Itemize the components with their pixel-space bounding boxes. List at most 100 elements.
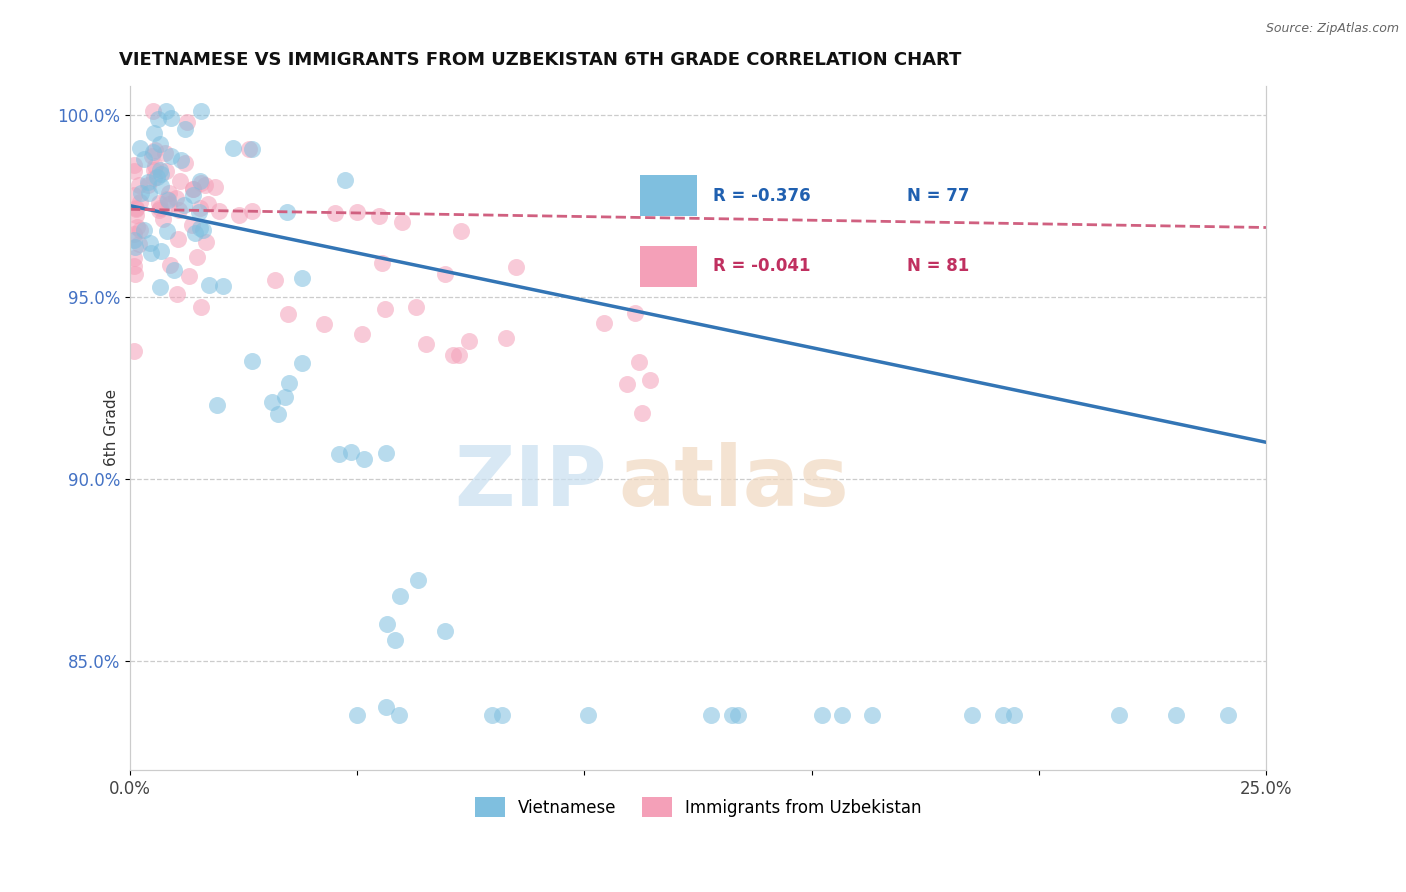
- Point: [831, 708, 853, 723]
- Point: [167, 232, 190, 246]
- Point: [176, 115, 198, 129]
- Point: [157, 186, 180, 200]
- Text: VIETNAMESE VS IMMIGRANTS FROM UZBEKISTAN 6TH GRADE CORRELATION CHART: VIETNAMESE VS IMMIGRANTS FROM UZBEKISTAN…: [118, 51, 960, 69]
- Point: [125, 202, 148, 216]
- Point: [170, 153, 193, 167]
- Point: [181, 188, 204, 202]
- Point: [184, 226, 207, 240]
- Point: [1002, 708, 1025, 723]
- Point: [406, 573, 429, 587]
- Text: Source: ZipAtlas.com: Source: ZipAtlas.com: [1265, 22, 1399, 36]
- Point: [811, 708, 834, 723]
- Point: [240, 204, 263, 219]
- Point: [181, 218, 204, 232]
- Point: [350, 327, 373, 342]
- Point: [353, 452, 375, 467]
- Point: [181, 182, 204, 196]
- Point: [152, 211, 174, 226]
- Point: [124, 344, 146, 359]
- Point: [638, 373, 661, 387]
- Point: [449, 348, 471, 362]
- Point: [388, 589, 411, 603]
- Point: [149, 136, 172, 151]
- Point: [188, 221, 211, 235]
- Point: [173, 198, 195, 212]
- Point: [377, 617, 399, 632]
- Point: [194, 235, 217, 249]
- Point: [136, 178, 159, 193]
- Point: [222, 141, 245, 155]
- Legend: Vietnamese, Immigrants from Uzbekistan: Vietnamese, Immigrants from Uzbekistan: [468, 790, 928, 823]
- Point: [188, 174, 211, 188]
- Point: [374, 445, 396, 459]
- Point: [143, 170, 166, 185]
- Point: [190, 201, 212, 215]
- Point: [143, 143, 166, 157]
- Point: [177, 268, 200, 283]
- Point: [125, 201, 148, 215]
- Point: [204, 179, 226, 194]
- Point: [129, 186, 152, 201]
- Point: [173, 155, 195, 169]
- Point: [205, 398, 228, 412]
- Point: [155, 146, 177, 161]
- Point: [138, 186, 160, 200]
- Point: [267, 407, 290, 421]
- Point: [128, 178, 150, 192]
- Point: [415, 337, 437, 351]
- Point: [491, 708, 513, 723]
- Point: [328, 447, 350, 461]
- Point: [314, 317, 336, 331]
- Point: [156, 192, 179, 206]
- Point: [129, 195, 152, 210]
- Point: [1218, 708, 1240, 723]
- Point: [139, 235, 162, 250]
- Point: [346, 205, 368, 219]
- Point: [495, 331, 517, 345]
- Point: [155, 103, 177, 118]
- Point: [124, 240, 146, 254]
- Point: [481, 708, 503, 723]
- Point: [141, 245, 163, 260]
- Point: [124, 158, 146, 172]
- Point: [165, 191, 187, 205]
- Point: [433, 624, 456, 639]
- Point: [136, 175, 159, 189]
- Point: [273, 390, 295, 404]
- Point: [208, 204, 231, 219]
- Point: [129, 141, 152, 155]
- Point: [630, 406, 652, 420]
- Point: [374, 700, 396, 714]
- Point: [132, 223, 155, 237]
- Point: [228, 208, 250, 222]
- Point: [323, 206, 346, 220]
- Point: [128, 237, 150, 252]
- Point: [505, 260, 527, 274]
- Point: [124, 259, 146, 273]
- Point: [157, 197, 180, 211]
- Point: [188, 204, 211, 219]
- Point: [1108, 708, 1130, 723]
- Point: [181, 182, 204, 196]
- Point: [169, 174, 191, 188]
- Point: [143, 163, 166, 178]
- Point: [240, 354, 263, 368]
- Point: [262, 395, 284, 409]
- Point: [860, 708, 883, 723]
- Point: [291, 356, 314, 370]
- Point: [125, 219, 148, 234]
- Point: [1166, 708, 1188, 723]
- Point: [149, 167, 172, 181]
- Point: [149, 201, 172, 215]
- Point: [198, 277, 221, 292]
- Point: [335, 173, 357, 187]
- Point: [146, 112, 169, 126]
- Point: [960, 708, 983, 723]
- Point: [155, 164, 177, 178]
- Point: [141, 149, 163, 163]
- Point: [388, 708, 411, 723]
- Point: [124, 251, 146, 265]
- Point: [277, 376, 299, 390]
- Point: [346, 708, 368, 723]
- Point: [148, 202, 170, 217]
